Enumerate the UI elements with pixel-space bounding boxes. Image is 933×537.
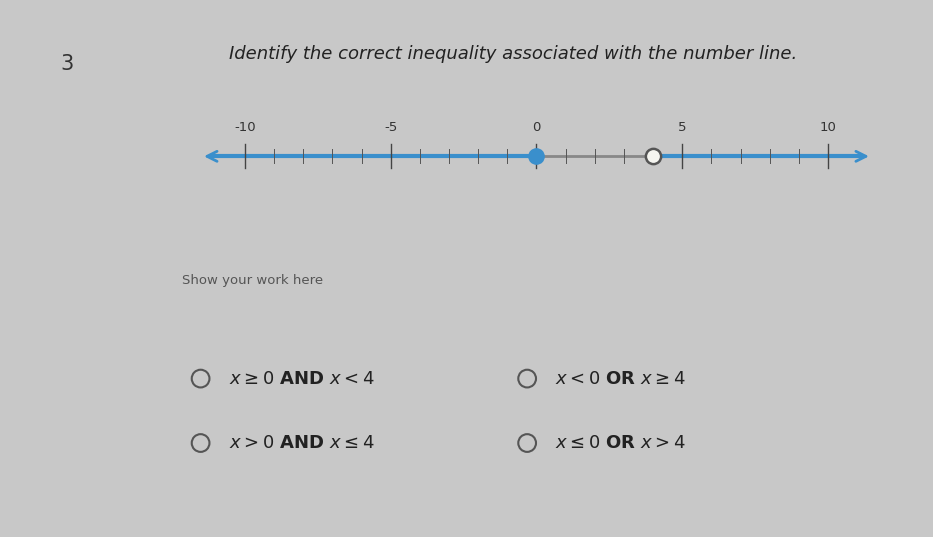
Text: 0: 0 (533, 121, 540, 134)
Text: $x \leq 0\ \mathbf{OR}\ x > 4$: $x \leq 0\ \mathbf{OR}\ x > 4$ (555, 434, 686, 452)
Text: Show your work here: Show your work here (182, 274, 323, 287)
Text: 3: 3 (61, 54, 74, 75)
Text: $x \geq 0\ \mathbf{AND}\ x < 4$: $x \geq 0\ \mathbf{AND}\ x < 4$ (229, 369, 374, 388)
Text: 10: 10 (819, 121, 837, 134)
Text: Identify the correct inequality associated with the number line.: Identify the correct inequality associat… (229, 45, 798, 63)
Text: -5: -5 (384, 121, 397, 134)
Text: $x < 0\ \mathbf{OR}\ x \geq 4$: $x < 0\ \mathbf{OR}\ x \geq 4$ (555, 369, 686, 388)
Text: $x > 0\ \mathbf{AND}\ x \leq 4$: $x > 0\ \mathbf{AND}\ x \leq 4$ (229, 434, 374, 452)
Text: 5: 5 (678, 121, 687, 134)
Text: -10: -10 (234, 121, 256, 134)
